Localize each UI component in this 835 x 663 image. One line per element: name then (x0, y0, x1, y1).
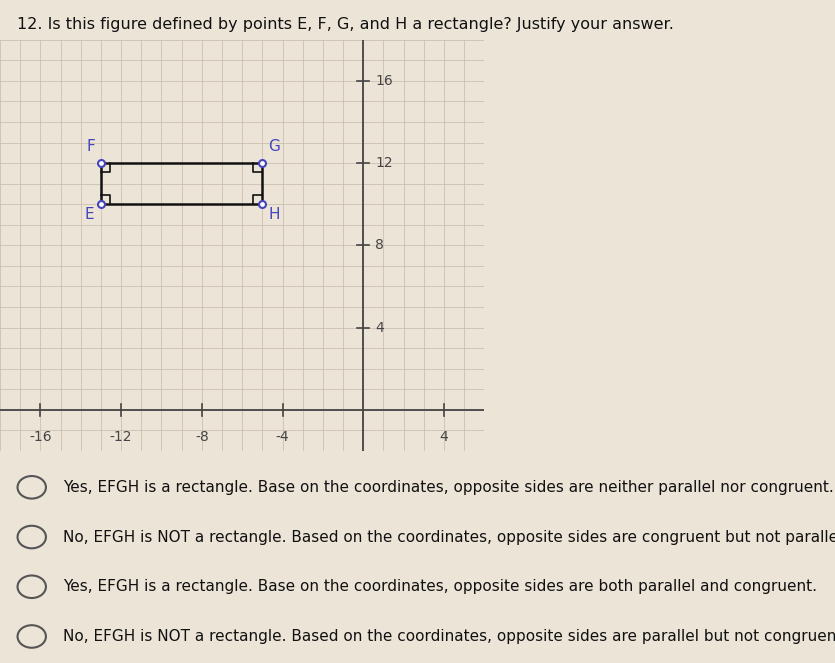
Text: 8: 8 (375, 238, 384, 253)
Text: Yes, EFGH is a rectangle. Base on the coordinates, opposite sides are both paral: Yes, EFGH is a rectangle. Base on the co… (63, 579, 817, 594)
Text: E: E (85, 207, 94, 221)
Text: No, EFGH is NOT a rectangle. Based on the coordinates, opposite sides are congru: No, EFGH is NOT a rectangle. Based on th… (63, 530, 835, 544)
Text: 4: 4 (375, 320, 384, 335)
Text: -4: -4 (276, 430, 289, 444)
Text: -8: -8 (195, 430, 209, 444)
Text: -16: -16 (29, 430, 52, 444)
Text: -12: -12 (110, 430, 132, 444)
Text: Yes, EFGH is a rectangle. Base on the coordinates, opposite sides are neither pa: Yes, EFGH is a rectangle. Base on the co… (63, 480, 833, 495)
Text: F: F (87, 139, 95, 154)
Text: G: G (268, 139, 281, 154)
Text: 12. Is this figure defined by points E, F, G, and H a rectangle? Justify your an: 12. Is this figure defined by points E, … (17, 17, 674, 32)
Text: 4: 4 (439, 430, 448, 444)
Text: No, EFGH is NOT a rectangle. Based on the coordinates, opposite sides are parall: No, EFGH is NOT a rectangle. Based on th… (63, 629, 835, 644)
Text: 12: 12 (375, 156, 393, 170)
Text: H: H (268, 207, 280, 221)
Text: 16: 16 (375, 74, 393, 88)
